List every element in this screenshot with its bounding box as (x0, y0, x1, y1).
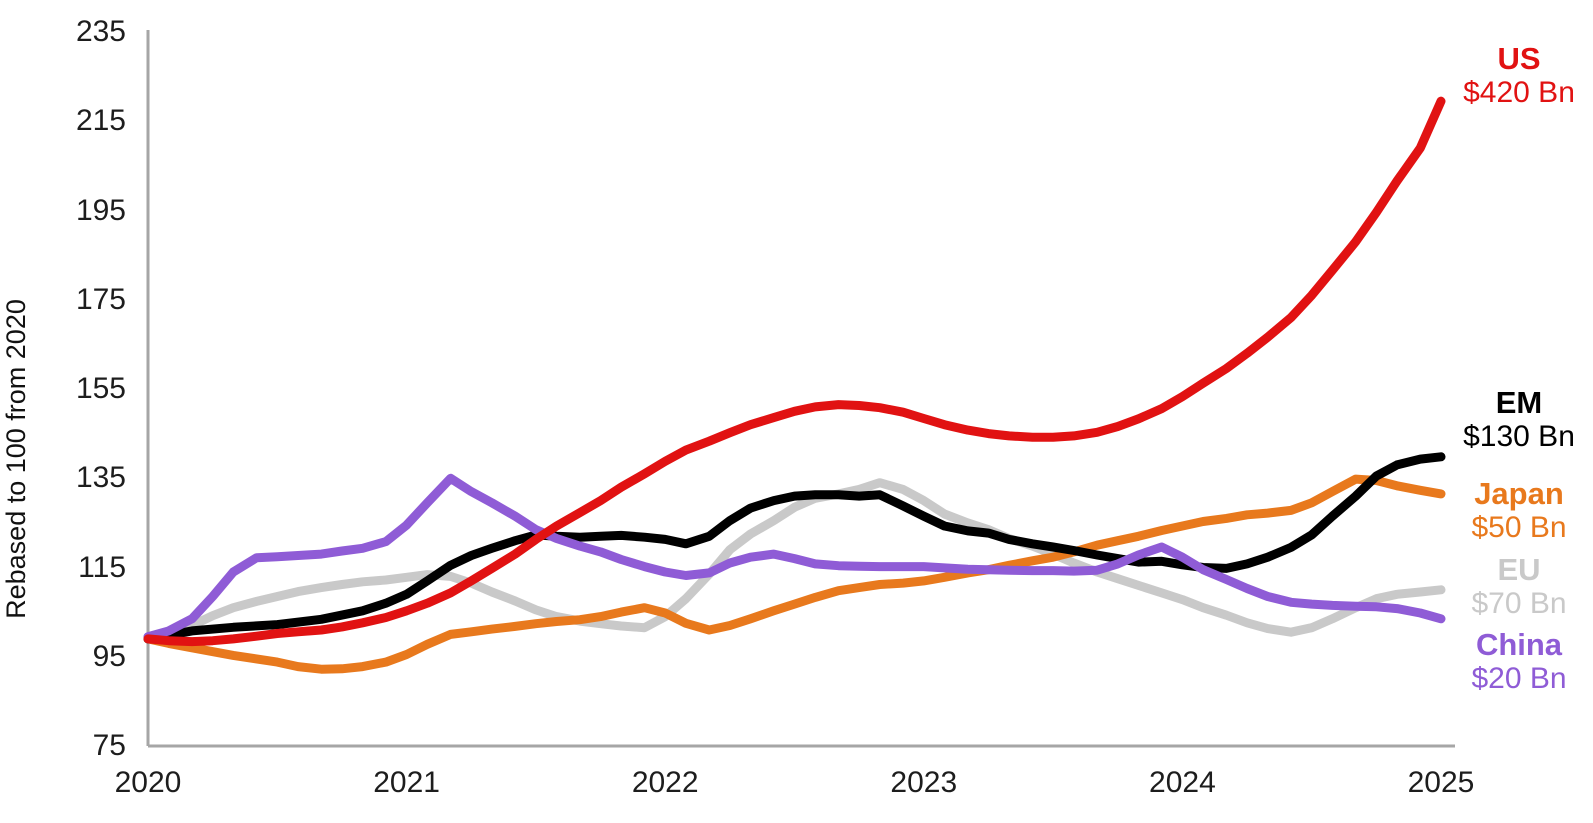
series-name-china: China (1475, 627, 1563, 662)
y-tick-label-95: 95 (92, 639, 126, 673)
x-tick-label-2024: 2024 (1149, 766, 1216, 799)
series-line-us (143, 96, 1446, 647)
x-tick-label-2021: 2021 (373, 766, 440, 799)
y-axis-title: Rebased to 100 from 2020 (1, 299, 31, 619)
series-name-em: EM (1495, 385, 1543, 420)
x-tick-label-2025: 2025 (1407, 766, 1475, 799)
series-label-em: EM $130 Bn (1440, 386, 1593, 454)
series-name-us: US (1497, 41, 1541, 76)
x-tick-label-2022: 2022 (631, 766, 699, 799)
y-tick-label-175: 175 (75, 282, 126, 316)
series-value-china: $20 Bn (1471, 662, 1567, 695)
series-label-japan: Japan $50 Bn (1440, 477, 1593, 545)
series-value-eu: $70 Bn (1471, 587, 1567, 620)
series-line-eu (143, 478, 1446, 644)
series-name-japan: Japan (1474, 476, 1564, 511)
series-line-japan (143, 474, 1446, 674)
series-value-us: $420 Bn (1463, 76, 1575, 109)
series-name-eu: EU (1497, 552, 1541, 587)
series-line-china (143, 473, 1446, 642)
x-tick-label-2023: 2023 (890, 766, 958, 799)
y-tick-label-235: 235 (75, 15, 126, 48)
series-line-em (143, 452, 1446, 644)
series-label-us: US $420 Bn (1440, 42, 1593, 110)
series-value-em: $130 Bn (1463, 420, 1575, 453)
x-tick-label-2020: 2020 (114, 766, 182, 799)
y-tick-label-155: 155 (75, 372, 126, 405)
y-tick-label-75: 75 (92, 729, 126, 762)
y-tick-label-215: 215 (75, 104, 126, 138)
y-tick-label-115: 115 (78, 550, 126, 584)
series-label-eu: EU $70 Bn (1440, 553, 1593, 621)
y-tick-label-135: 135 (75, 461, 126, 495)
series-label-china: China $20 Bn (1440, 628, 1593, 696)
y-tick-label-195: 195 (75, 193, 126, 227)
series-value-japan: $50 Bn (1471, 511, 1567, 544)
